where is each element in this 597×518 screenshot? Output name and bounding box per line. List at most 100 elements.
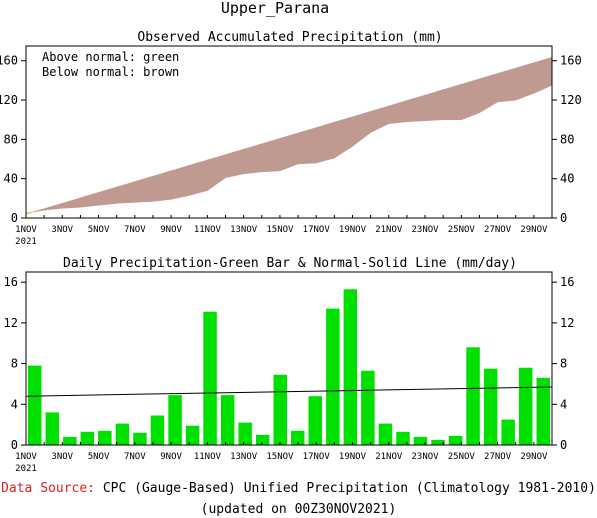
y-tick-label-right: 16 <box>560 275 574 289</box>
y-tick-label-right: 80 <box>560 132 574 146</box>
x-tick-label: 27NOV <box>484 452 512 462</box>
daily-bar <box>396 431 410 445</box>
accumulated-plot-frame <box>25 45 553 219</box>
y-tick-label-right: 160 <box>560 54 582 68</box>
daily-bar <box>378 423 393 445</box>
y-tick-label-left: 40 <box>4 172 18 186</box>
daily-bar <box>150 415 165 445</box>
x-tick-label: 3NOV <box>51 452 73 462</box>
y-tick-label-left: 0 <box>11 211 18 225</box>
y-tick-label-left: 16 <box>4 275 18 289</box>
below-normal-band <box>279 132 299 172</box>
accumulated-chart: Observed Accumulated Precipitation (mm) … <box>0 30 582 247</box>
daily-bar <box>361 370 375 445</box>
x-tick-label: 15NOV <box>266 225 294 235</box>
daily-bar <box>413 436 428 445</box>
daily-bar-layer <box>28 289 550 445</box>
daily-bar <box>133 432 147 445</box>
below-normal-band <box>152 170 172 202</box>
y-tick-label-left: 120 <box>0 93 18 107</box>
daily-bar <box>168 395 182 445</box>
updated-line: (updated on 00Z30NOV2021) <box>200 502 397 517</box>
x-tick-label: 25NOV <box>448 225 476 235</box>
below-normal-band <box>170 164 190 200</box>
below-normal-band <box>533 56 553 94</box>
below-normal-band <box>188 159 208 196</box>
year-label: 2021 <box>15 237 37 247</box>
below-normal-band <box>243 143 263 175</box>
below-normal-band <box>460 78 480 121</box>
daily-bar <box>185 425 200 445</box>
x-tick-label: 13NOV <box>230 225 258 235</box>
daily-bar <box>448 435 463 445</box>
below-normal-band <box>515 62 535 101</box>
page-title: Upper_Parana <box>221 0 329 17</box>
below-normal-band <box>333 116 353 159</box>
below-normal-band <box>134 175 154 203</box>
below-normal-band <box>61 197 81 209</box>
x-tick-label: 1NOV <box>15 225 37 235</box>
y-tick-label-left: 160 <box>0 54 18 68</box>
daily-bar <box>518 367 533 445</box>
y-tick-label-left: 0 <box>11 438 18 452</box>
below-normal-band <box>442 83 462 120</box>
below-normal-band <box>98 186 117 206</box>
below-normal-band <box>207 154 226 192</box>
daily-bar <box>291 430 305 445</box>
daily-bar <box>203 311 217 445</box>
accumulated-chart-title: Observed Accumulated Precipitation (mm) <box>137 30 442 45</box>
legend-above-normal: Above normal: green <box>42 50 179 64</box>
daily-plot-frame <box>25 271 553 446</box>
data-source-line: Data Source: CPC (Gauge-Based) Unified P… <box>0 481 597 496</box>
x-tick-label: 1NOV <box>15 452 37 462</box>
daily-chart-title: Daily Precipitation-Green Bar & Normal-S… <box>63 256 517 271</box>
daily-bar <box>238 422 252 445</box>
daily-bar <box>220 395 235 445</box>
below-normal-band <box>116 181 136 204</box>
x-tick-label: 21NOV <box>375 225 403 235</box>
figure: Upper_Parana Observed Accumulated Precip… <box>0 0 582 474</box>
daily-bar <box>255 434 270 445</box>
below-normal-band <box>479 73 498 114</box>
below-normal-band <box>370 105 390 133</box>
below-normal-band <box>33 208 45 213</box>
daily-bar <box>45 412 59 445</box>
x-tick-label: 5NOV <box>88 452 110 462</box>
x-tick-label: 25NOV <box>448 452 476 462</box>
daily-normal-line <box>25 386 553 397</box>
daily-bar <box>343 289 358 445</box>
x-tick-label: 23NOV <box>411 225 439 235</box>
y-tick-label-left: 80 <box>4 132 18 146</box>
x-tick-label: 9NOV <box>160 452 182 462</box>
below-normal-band <box>43 202 63 211</box>
below-normal-band <box>315 121 335 164</box>
x-tick-label: 11NOV <box>194 225 222 235</box>
below-normal-band <box>297 127 317 165</box>
daily-chart: Daily Precipitation-Green Bar & Normal-S… <box>4 256 575 474</box>
x-tick-label: 7NOV <box>124 452 146 462</box>
below-normal-band <box>261 137 281 173</box>
daily-bar <box>80 431 95 445</box>
below-normal-band <box>352 110 371 147</box>
daily-bar <box>28 365 42 445</box>
x-tick-label: 5NOV <box>88 225 110 235</box>
x-tick-label: 23NOV <box>411 452 439 462</box>
y-tick-label-right: 120 <box>560 93 582 107</box>
x-tick-label: 7NOV <box>124 225 146 235</box>
below-normal-band <box>497 67 517 103</box>
daily-bar <box>326 308 340 445</box>
x-tick-label: 21NOV <box>375 452 403 462</box>
data-source-text: CPC (Gauge-Based) Unified Precipitation … <box>102 481 596 496</box>
daily-bar <box>483 368 498 445</box>
below-normal-band <box>388 100 408 124</box>
x-tick-label: 17NOV <box>303 452 331 462</box>
y-tick-label-left: 4 <box>11 397 18 411</box>
y-tick-label-right: 0 <box>560 438 567 452</box>
x-tick-label: 27NOV <box>484 225 512 235</box>
x-tick-label: 3NOV <box>51 225 73 235</box>
year-label: 2021 <box>15 464 37 474</box>
y-tick-label-left: 8 <box>11 357 18 371</box>
accumulated-band-layer <box>25 56 553 215</box>
y-tick-label-right: 4 <box>560 397 567 411</box>
legend-below-normal: Below normal: brown <box>42 65 179 79</box>
